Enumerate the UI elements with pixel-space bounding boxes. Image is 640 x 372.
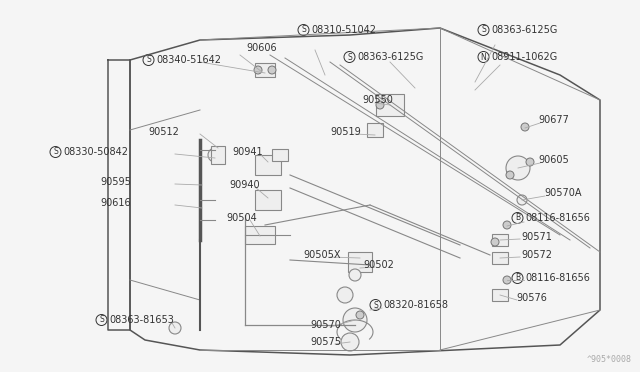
Bar	[367, 123, 383, 137]
Circle shape	[503, 221, 511, 229]
Text: 90575: 90575	[310, 337, 341, 347]
Text: 08363-6125G: 08363-6125G	[357, 52, 424, 62]
Text: 08116-81656: 08116-81656	[525, 273, 590, 283]
Circle shape	[341, 333, 359, 351]
Text: S: S	[146, 55, 151, 64]
Bar	[211, 146, 225, 164]
Circle shape	[268, 66, 276, 74]
Text: 90940: 90940	[229, 180, 260, 190]
Text: 08320-81658: 08320-81658	[383, 300, 448, 310]
Bar	[255, 155, 281, 175]
Text: 90677: 90677	[538, 115, 569, 125]
Circle shape	[349, 269, 361, 281]
Text: 90595: 90595	[100, 177, 131, 187]
Circle shape	[208, 148, 222, 162]
Bar	[255, 190, 281, 210]
Bar	[376, 94, 404, 116]
Bar	[492, 252, 508, 264]
Text: 08116-81656: 08116-81656	[525, 213, 590, 223]
Text: 90504: 90504	[226, 213, 257, 223]
Circle shape	[169, 322, 181, 334]
Text: 90616: 90616	[100, 198, 131, 208]
Text: 90519: 90519	[330, 127, 361, 137]
Text: 90502: 90502	[363, 260, 394, 270]
Text: 90606: 90606	[246, 43, 276, 53]
Circle shape	[517, 195, 527, 205]
Text: S: S	[99, 315, 104, 324]
Circle shape	[337, 287, 353, 303]
Text: S: S	[347, 52, 352, 61]
Bar	[255, 63, 275, 77]
Text: 90550: 90550	[362, 95, 393, 105]
Bar	[272, 149, 288, 161]
Text: 08330-50842: 08330-50842	[63, 147, 128, 157]
Text: 90572: 90572	[521, 250, 552, 260]
Text: 08310-51042: 08310-51042	[311, 25, 376, 35]
Circle shape	[254, 66, 262, 74]
Text: 90941: 90941	[232, 147, 262, 157]
Bar	[492, 234, 508, 246]
Text: B: B	[515, 273, 520, 282]
Text: S: S	[301, 26, 306, 35]
Circle shape	[376, 101, 384, 109]
Text: 90505X: 90505X	[303, 250, 340, 260]
Bar	[245, 226, 275, 244]
Text: 08363-6125G: 08363-6125G	[491, 25, 557, 35]
Text: 90605: 90605	[538, 155, 569, 165]
Circle shape	[356, 311, 364, 319]
Text: 08363-81653: 08363-81653	[109, 315, 174, 325]
Text: N: N	[481, 52, 486, 61]
Text: 08340-51642: 08340-51642	[156, 55, 221, 65]
Text: 90512: 90512	[148, 127, 179, 137]
Text: 90570A: 90570A	[544, 188, 582, 198]
Text: ^905*0008: ^905*0008	[587, 355, 632, 364]
Circle shape	[491, 238, 499, 246]
Circle shape	[526, 158, 534, 166]
Text: 90576: 90576	[516, 293, 547, 303]
Circle shape	[503, 276, 511, 284]
Bar	[348, 252, 372, 272]
Bar	[492, 289, 508, 301]
Circle shape	[506, 156, 530, 180]
Text: 90570: 90570	[310, 320, 341, 330]
Circle shape	[521, 123, 529, 131]
Text: 90571: 90571	[521, 232, 552, 242]
Circle shape	[343, 308, 367, 332]
Text: 08911-1062G: 08911-1062G	[491, 52, 557, 62]
Text: B: B	[515, 214, 520, 222]
Text: S: S	[373, 301, 378, 310]
Circle shape	[506, 171, 514, 179]
Text: S: S	[481, 26, 486, 35]
Text: S: S	[53, 148, 58, 157]
